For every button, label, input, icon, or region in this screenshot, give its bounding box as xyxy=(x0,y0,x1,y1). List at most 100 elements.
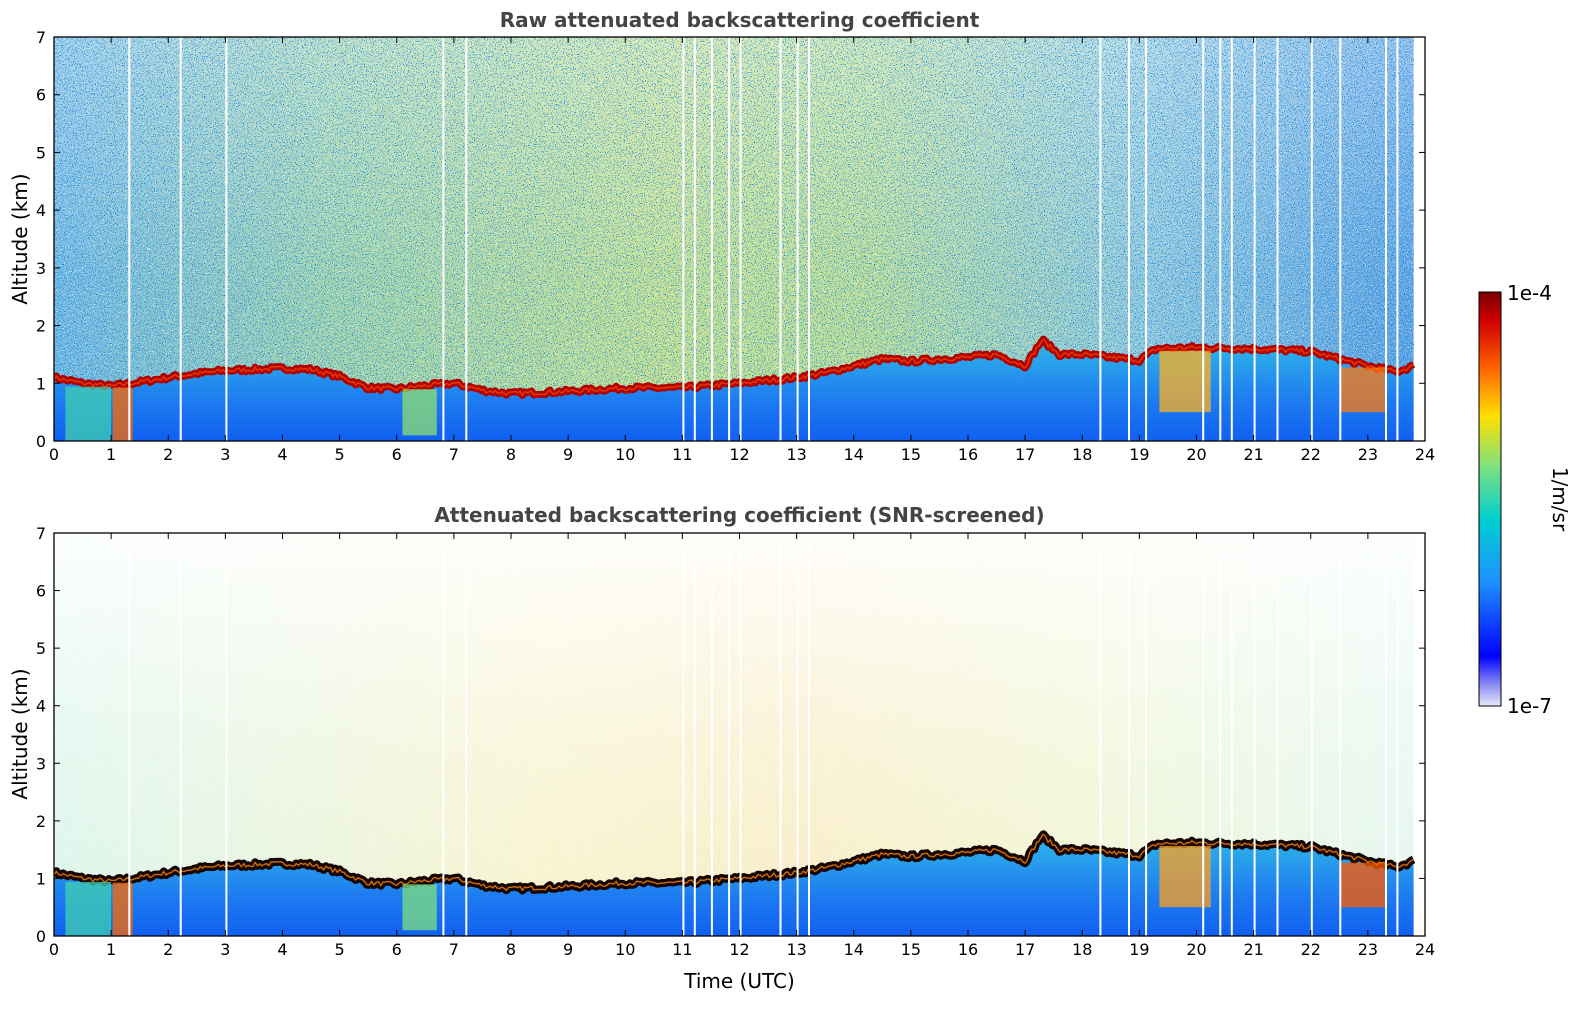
panel-raw-x-ticks: 0 1 2 3 4 5 6 7 8 9 10 11 12 13 14 15 16 17 18 19 20 21 22 23 24 xyxy=(49,37,1435,464)
x-tick-label: 17 xyxy=(1015,940,1035,959)
y-tick-label: 6 xyxy=(36,86,46,105)
x-tick-label: 23 xyxy=(1358,445,1378,464)
scr-gap-21 xyxy=(1310,533,1313,936)
raw-blob-3 xyxy=(402,389,437,436)
x-tick-label: 0 xyxy=(49,940,59,959)
panel-screened-y-label: Altitude (km) xyxy=(8,668,32,799)
screened-gaps xyxy=(128,533,1399,936)
raw-gap-3 xyxy=(442,37,445,441)
colorbar-min-label: 1e-7 xyxy=(1507,694,1552,718)
x-tick-label: 5 xyxy=(335,940,345,959)
x-tick-label: 15 xyxy=(901,445,921,464)
scr-gap-19 xyxy=(1253,533,1256,936)
x-tick-label: 16 xyxy=(958,445,978,464)
raw-gap-1 xyxy=(179,37,182,441)
scr-gap-13 xyxy=(1099,533,1102,936)
x-tick-label: 18 xyxy=(1072,445,1092,464)
raw-gap-10 xyxy=(779,37,782,441)
scr-gap-18 xyxy=(1230,533,1233,936)
x-tick-label: 21 xyxy=(1243,940,1263,959)
y-tick-label: 5 xyxy=(36,639,46,658)
raw-gap-4 xyxy=(465,37,468,441)
raw-gap-23 xyxy=(1385,37,1387,441)
x-tick-label: 14 xyxy=(844,940,864,959)
x-tick-label: 2 xyxy=(163,445,173,464)
scr-gap-5 xyxy=(682,533,685,936)
scr-gap-8 xyxy=(728,533,731,936)
x-tick-label: 18 xyxy=(1072,940,1092,959)
raw-blob-2 xyxy=(1339,367,1385,413)
raw-gap-14 xyxy=(1128,37,1130,441)
x-tick-label: 21 xyxy=(1243,445,1263,464)
x-tick-label: 19 xyxy=(1129,940,1149,959)
raw-gap-15 xyxy=(1145,37,1148,441)
y-tick-label: 6 xyxy=(36,582,46,601)
x-tick-label: 4 xyxy=(277,940,287,959)
colorbar-max-label: 1e-4 xyxy=(1507,281,1552,305)
x-tick-label: 12 xyxy=(729,940,749,959)
x-tick-label: 9 xyxy=(563,940,573,959)
raw-gap-12 xyxy=(808,37,810,441)
x-tick-label: 9 xyxy=(563,445,573,464)
x-tick-label: 10 xyxy=(615,940,635,959)
raw-layer-top-core xyxy=(54,338,1414,397)
raw-gap-22 xyxy=(1339,37,1342,441)
colorbar: 1e-4 1e-7 1/m/sr xyxy=(1478,281,1572,718)
scr-gap-12 xyxy=(808,533,810,936)
x-tick-label: 20 xyxy=(1186,445,1206,464)
raw-gap-9 xyxy=(739,37,742,441)
raw-gap-0 xyxy=(128,37,131,441)
y-tick-label: 0 xyxy=(36,432,46,451)
x-tick-label: 13 xyxy=(786,940,806,959)
x-tick-label: 3 xyxy=(220,445,230,464)
x-tick-label: 16 xyxy=(958,940,978,959)
x-tick-label: 24 xyxy=(1415,940,1435,959)
y-tick-label: 7 xyxy=(36,524,46,543)
y-tick-label: 1 xyxy=(36,869,46,888)
y-tick-label: 2 xyxy=(36,317,46,336)
raw-gap-6 xyxy=(693,37,696,441)
x-tick-label: 12 xyxy=(729,445,749,464)
x-tick-label: 6 xyxy=(392,940,402,959)
y-tick-label: 0 xyxy=(36,927,46,946)
scr-gap-11 xyxy=(796,533,799,936)
x-tick-label: 1 xyxy=(106,445,116,464)
panel-screened: Attenuated backscattering coefficient (S… xyxy=(8,503,1435,993)
raw-gap-21 xyxy=(1310,37,1313,441)
x-tick-label: 5 xyxy=(335,445,345,464)
x-tick-label: 15 xyxy=(901,940,921,959)
x-tick-label: 8 xyxy=(506,445,516,464)
raw-gap-24 xyxy=(1396,37,1399,441)
raw-blob-4 xyxy=(65,386,112,441)
colorbar-gradient xyxy=(1478,291,1502,707)
x-tick-label: 6 xyxy=(392,445,402,464)
x-tick-label: 3 xyxy=(220,940,230,959)
panel-screened-y-ticks: 0 1 2 3 4 5 6 7 xyxy=(36,524,1425,946)
scr-gap-23 xyxy=(1385,533,1387,936)
raw-gap-16 xyxy=(1202,37,1205,441)
raw-gaps xyxy=(128,37,1399,441)
x-tick-label: 2 xyxy=(163,940,173,959)
y-tick-label: 2 xyxy=(36,812,46,831)
panel-screened-x-ticks: 0 1 2 3 4 5 6 7 8 9 10 11 12 13 14 15 16 17 18 19 20 21 22 23 24 xyxy=(49,533,1435,959)
raw-gap-11 xyxy=(796,37,799,441)
scr-gap-10 xyxy=(779,533,782,936)
x-tick-label: 8 xyxy=(506,940,516,959)
scr-gap-14 xyxy=(1128,533,1130,936)
x-tick-label: 0 xyxy=(49,445,59,464)
x-tick-label: 19 xyxy=(1129,445,1149,464)
scr-gap-15 xyxy=(1145,533,1148,936)
raw-aerosol-blobs xyxy=(65,350,1385,441)
x-tick-label: 24 xyxy=(1415,445,1435,464)
scr-gap-3 xyxy=(442,533,445,936)
raw-below-layer xyxy=(54,339,1414,441)
raw-gap-18 xyxy=(1230,37,1233,441)
raw-gap-7 xyxy=(710,37,713,441)
raw-gap-13 xyxy=(1099,37,1102,441)
y-tick-label: 7 xyxy=(36,28,46,47)
x-tick-label: 22 xyxy=(1301,940,1321,959)
raw-gap-20 xyxy=(1276,37,1279,441)
scr-gap-4 xyxy=(465,533,468,936)
x-tick-label: 7 xyxy=(449,445,459,464)
